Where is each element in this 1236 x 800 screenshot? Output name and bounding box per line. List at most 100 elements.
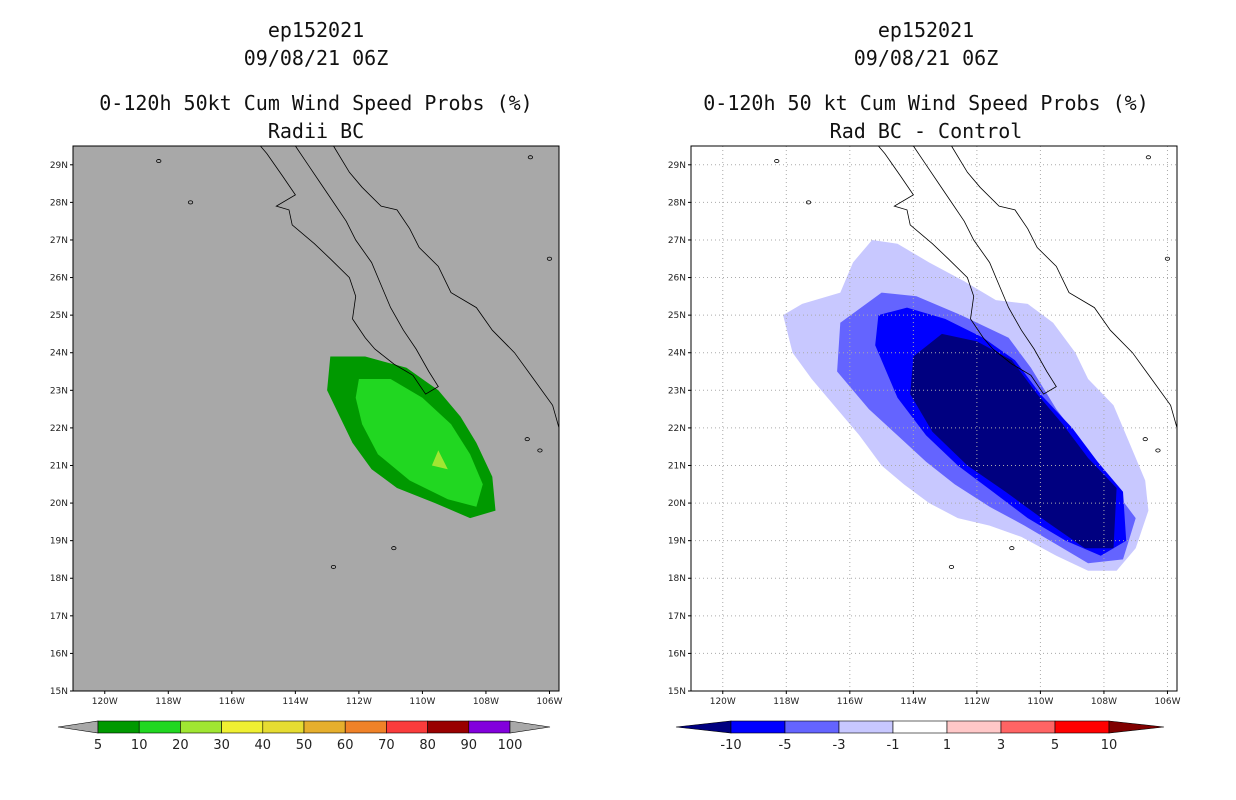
right-ytick-label-5: 24N <box>668 349 686 359</box>
right-ytick-label-14: 15N <box>668 687 686 697</box>
right-ytick-label-2: 27N <box>668 236 686 246</box>
right-colorbar-cell-0 <box>730 720 786 734</box>
left-map-panel: 120W 118W 116W 114W 112W 110W 108W 106W 29N 28N 27… <box>50 145 563 753</box>
left-coastline-0 <box>260 145 439 395</box>
left-colorbar-label-10: 100 <box>498 738 523 753</box>
right-colorbar-cell-6 <box>1054 720 1110 734</box>
right-island-7 <box>1164 256 1171 261</box>
left-colorbar-label-3: 30 <box>213 738 230 753</box>
right-ytick-label-7: 22N <box>668 424 686 434</box>
right-map-panel: 120W 118W 116W 114W 112W 110W 108W 106W 29N 28N 27… <box>668 145 1181 753</box>
left-map-frame <box>72 145 560 692</box>
left-region-2 <box>431 450 448 470</box>
right-xtick-label-5: 110W <box>1027 697 1053 707</box>
left-ytick-label-12: 17N <box>50 612 68 622</box>
right-colorbar-label-0: -10 <box>720 738 741 753</box>
right-title-line-1: ep152021 <box>877 18 975 42</box>
right-xtick-label-4: 112W <box>964 697 990 707</box>
right-xtick-label-2: 116W <box>837 697 863 707</box>
left-ytick-label-8: 21N <box>50 461 68 471</box>
left-colorbar-under-arrow <box>57 720 99 734</box>
right-colorbar-cell-4 <box>946 720 1002 734</box>
right-ytick-label-10: 19N <box>668 537 686 547</box>
left-colorbar-label-4: 40 <box>255 738 272 753</box>
right-colorbar-label-7: 10 <box>1101 738 1118 753</box>
left-ytick-label-5: 24N <box>50 349 68 359</box>
left-ytick-label-4: 25N <box>50 311 68 321</box>
left-ytick-label-7: 22N <box>50 424 68 434</box>
right-colorbar-cell-5 <box>1000 720 1056 734</box>
left-island-6 <box>527 155 534 160</box>
left-colorbar-cell-1 <box>138 720 181 734</box>
right-ytick-label-8: 21N <box>668 461 686 471</box>
right-title-line-4: Rad BC - Control <box>829 119 1023 143</box>
right-ytick-label-0: 29N <box>668 161 686 171</box>
left-colorbar-cell-0 <box>97 720 140 734</box>
right-colorbar-under-arrow <box>675 720 732 734</box>
left-colorbar-cell-6 <box>344 720 387 734</box>
left-title-line-4: Radii BC <box>267 119 365 143</box>
left-region-1 <box>355 379 483 507</box>
left-title-line-1: ep152021 <box>267 18 365 42</box>
left-xtick-label-4: 112W <box>346 697 372 707</box>
right-xtick-label-0: 120W <box>710 697 736 707</box>
left-island-7 <box>546 256 553 261</box>
right-island-1 <box>805 200 812 205</box>
right-xtick-label-1: 118W <box>773 697 799 707</box>
left-island-3 <box>537 448 543 453</box>
right-title-line-2: 09/08/21 06Z <box>853 46 999 70</box>
left-colorbar-cell-3 <box>221 720 264 734</box>
left-colorbar-label-2: 20 <box>172 738 189 753</box>
left-colorbar: 5 10 20 30 40 50 60 70 80 90 100 <box>57 720 551 753</box>
right-colorbar-cell-1 <box>784 720 840 734</box>
right-xtick-label-6: 108W <box>1091 697 1117 707</box>
left-colorbar-cell-8 <box>427 720 470 734</box>
right-colorbar: -10 -5 -3 -1 1 3 5 10 <box>675 720 1165 753</box>
left-colorbar-label-0: 5 <box>94 738 102 753</box>
left-ytick-label-0: 29N <box>50 161 68 171</box>
right-xtick-label-3: 114W <box>900 697 926 707</box>
left-ytick-label-11: 18N <box>50 574 68 584</box>
left-ytick-label-10: 19N <box>50 537 68 547</box>
left-ytick-label-6: 23N <box>50 386 68 396</box>
left-ytick-label-14: 15N <box>50 687 68 697</box>
right-ytick-label-11: 18N <box>668 574 686 584</box>
left-colorbar-cell-4 <box>262 720 305 734</box>
left-island-5 <box>330 564 337 569</box>
left-colorbar-label-8: 80 <box>419 738 436 753</box>
right-island-6 <box>1145 155 1152 160</box>
right-coastline-0 <box>878 145 1057 395</box>
right-island-2 <box>1142 437 1148 442</box>
right-region-3 <box>910 333 1117 549</box>
right-xtick-label-7: 106W <box>1154 697 1180 707</box>
left-colorbar-cell-7 <box>386 720 428 734</box>
left-ytick-label-2: 27N <box>50 236 68 246</box>
left-ytick-label-1: 28N <box>50 198 68 208</box>
left-map-background <box>73 146 559 691</box>
right-ytick-label-12: 17N <box>668 612 686 622</box>
right-ytick-label-4: 25N <box>668 311 686 321</box>
left-island-1 <box>187 200 194 205</box>
right-colorbar-cell-3 <box>892 720 948 734</box>
left-ytick-label-3: 26N <box>50 274 68 284</box>
left-colorbar-cell-9 <box>468 720 511 734</box>
left-xtick-label-7: 106W <box>536 697 562 707</box>
right-colorbar-over-arrow <box>1108 720 1165 734</box>
left-colorbar-label-7: 70 <box>378 738 395 753</box>
right-title-line-3: 0-120h 50 kt Cum Wind Speed Probs (%) <box>703 91 1149 115</box>
right-map-frame <box>690 145 1178 692</box>
left-island-0 <box>156 159 162 164</box>
right-island-3 <box>1155 448 1161 453</box>
left-colorbar-label-9: 90 <box>461 738 478 753</box>
right-ytick-label-6: 23N <box>668 386 686 396</box>
right-ytick-label-1: 28N <box>668 198 686 208</box>
right-colorbar-label-1: -5 <box>779 738 792 753</box>
right-ytick-label-3: 26N <box>668 274 686 284</box>
left-colorbar-cell-5 <box>303 720 346 734</box>
right-island-4 <box>1009 546 1015 551</box>
left-colorbar-label-6: 60 <box>337 738 354 753</box>
left-xtick-label-1: 118W <box>155 697 181 707</box>
left-ytick-label-9: 20N <box>50 499 68 509</box>
left-colorbar-cell-2 <box>180 720 222 734</box>
